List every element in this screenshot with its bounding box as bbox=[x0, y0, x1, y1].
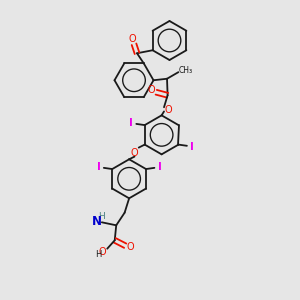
Text: I: I bbox=[129, 118, 133, 128]
Text: O: O bbox=[130, 148, 138, 158]
Text: H: H bbox=[98, 212, 105, 221]
Text: O: O bbox=[129, 34, 136, 44]
Text: O: O bbox=[164, 105, 172, 115]
Text: N: N bbox=[92, 215, 101, 228]
Text: I: I bbox=[190, 142, 194, 152]
Text: H: H bbox=[95, 250, 101, 259]
Text: O: O bbox=[127, 242, 134, 252]
Text: I: I bbox=[97, 162, 101, 172]
Text: I: I bbox=[158, 162, 161, 172]
Text: O: O bbox=[98, 247, 106, 257]
Text: O: O bbox=[147, 85, 154, 95]
Text: CH₃: CH₃ bbox=[179, 66, 193, 75]
